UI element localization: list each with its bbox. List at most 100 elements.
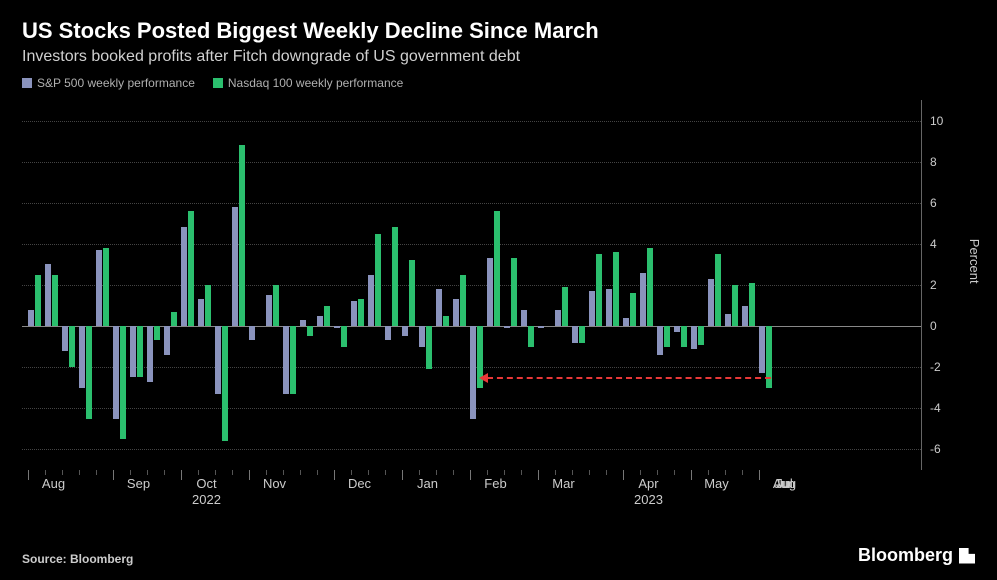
bar-nasdaq	[630, 293, 636, 326]
x-tick-minor	[215, 470, 216, 475]
bar-nasdaq	[222, 326, 228, 441]
bar-nasdaq	[392, 227, 398, 326]
x-tick-label: Aug	[773, 476, 796, 492]
x-tick-minor	[589, 470, 590, 475]
gridline	[22, 203, 921, 204]
x-tick-minor	[555, 470, 556, 475]
x-tick-minor	[368, 470, 369, 475]
bar-nasdaq	[188, 211, 194, 326]
bar-sp500	[300, 320, 306, 326]
x-tick-label: Jan	[417, 476, 438, 492]
y-tick-label: 0	[930, 319, 937, 333]
bar-nasdaq	[290, 326, 296, 394]
bar-nasdaq	[205, 285, 211, 326]
bar-nasdaq	[375, 234, 381, 327]
bar-sp500	[181, 227, 187, 326]
bar-nasdaq	[511, 258, 517, 326]
x-tick-minor	[436, 470, 437, 475]
bar-nasdaq	[664, 326, 670, 347]
y-tick-label: -4	[930, 401, 941, 415]
x-tick-minor	[79, 470, 80, 475]
x-tick-major	[113, 470, 114, 480]
bar-sp500	[725, 314, 731, 326]
x-tick-label: Apr2023	[634, 476, 663, 507]
bar-nasdaq	[426, 326, 432, 369]
bar-nasdaq	[732, 285, 738, 326]
bar-sp500	[572, 326, 578, 342]
x-tick-minor	[283, 470, 284, 475]
bar-nasdaq	[579, 326, 585, 342]
bar-sp500	[266, 295, 272, 326]
bar-nasdaq	[341, 326, 347, 347]
brand-text: Bloomberg	[858, 545, 953, 566]
bar-sp500	[147, 326, 153, 382]
bar-nasdaq	[681, 326, 687, 347]
y-axis-label: Percent	[967, 239, 982, 284]
gridline	[22, 449, 921, 450]
x-tick-major	[470, 470, 471, 480]
y-tick-label: 2	[930, 278, 937, 292]
bar-sp500	[691, 326, 697, 349]
bar-nasdaq	[562, 287, 568, 326]
bar-sp500	[589, 291, 595, 326]
x-tick-minor	[266, 470, 267, 475]
x-tick-minor	[232, 470, 233, 475]
bar-nasdaq	[647, 248, 653, 326]
x-tick-minor	[147, 470, 148, 475]
gridline	[22, 244, 921, 245]
bar-sp500	[96, 250, 102, 326]
bar-sp500	[657, 326, 663, 355]
legend-label-nasdaq: Nasdaq 100 weekly performance	[228, 76, 403, 90]
bar-sp500	[198, 299, 204, 326]
bar-sp500	[62, 326, 68, 351]
bar-nasdaq	[52, 275, 58, 326]
chart-area: Percent -6-4-20246810AugSepOct2022NovDec…	[22, 96, 974, 516]
bar-sp500	[215, 326, 221, 394]
x-tick-minor	[300, 470, 301, 475]
bar-nasdaq	[460, 275, 466, 326]
legend-item-nasdaq: Nasdaq 100 weekly performance	[213, 76, 403, 90]
y-tick-label: -2	[930, 360, 941, 374]
x-tick-minor	[504, 470, 505, 475]
bar-sp500	[674, 326, 680, 332]
brand-icon	[959, 548, 975, 564]
x-tick-major	[28, 470, 29, 480]
bar-sp500	[79, 326, 85, 388]
bar-sp500	[487, 258, 493, 326]
bar-sp500	[402, 326, 408, 336]
x-tick-major	[623, 470, 624, 480]
bar-sp500	[521, 310, 527, 326]
bar-sp500	[385, 326, 391, 340]
bar-nasdaq	[528, 326, 534, 347]
x-tick-major	[538, 470, 539, 480]
bar-sp500	[555, 310, 561, 326]
bar-nasdaq	[307, 326, 313, 336]
bar-sp500	[28, 310, 34, 326]
x-tick-label: Feb	[484, 476, 506, 492]
x-tick-minor	[62, 470, 63, 475]
x-tick-minor	[725, 470, 726, 475]
source-text: Source: Bloomberg	[22, 552, 133, 566]
x-tick-minor	[606, 470, 607, 475]
bar-sp500	[249, 326, 255, 340]
bar-nasdaq	[494, 211, 500, 326]
bar-nasdaq	[715, 254, 721, 326]
y-tick-label: 8	[930, 155, 937, 169]
bar-sp500	[317, 316, 323, 326]
bar-sp500	[453, 299, 459, 326]
bar-sp500	[368, 275, 374, 326]
y-tick-label: -6	[930, 442, 941, 456]
plot-area	[22, 100, 922, 470]
bar-sp500	[436, 289, 442, 326]
x-tick-label: May	[704, 476, 729, 492]
y-tick-label: 6	[930, 196, 937, 210]
bar-nasdaq	[358, 299, 364, 326]
x-tick-major	[181, 470, 182, 480]
annotation-line	[487, 377, 771, 379]
bar-nasdaq	[35, 275, 41, 326]
x-tick-minor	[45, 470, 46, 475]
bar-nasdaq	[239, 145, 245, 326]
x-tick-label: Mar	[552, 476, 574, 492]
bar-sp500	[759, 326, 765, 373]
x-tick-minor	[317, 470, 318, 475]
